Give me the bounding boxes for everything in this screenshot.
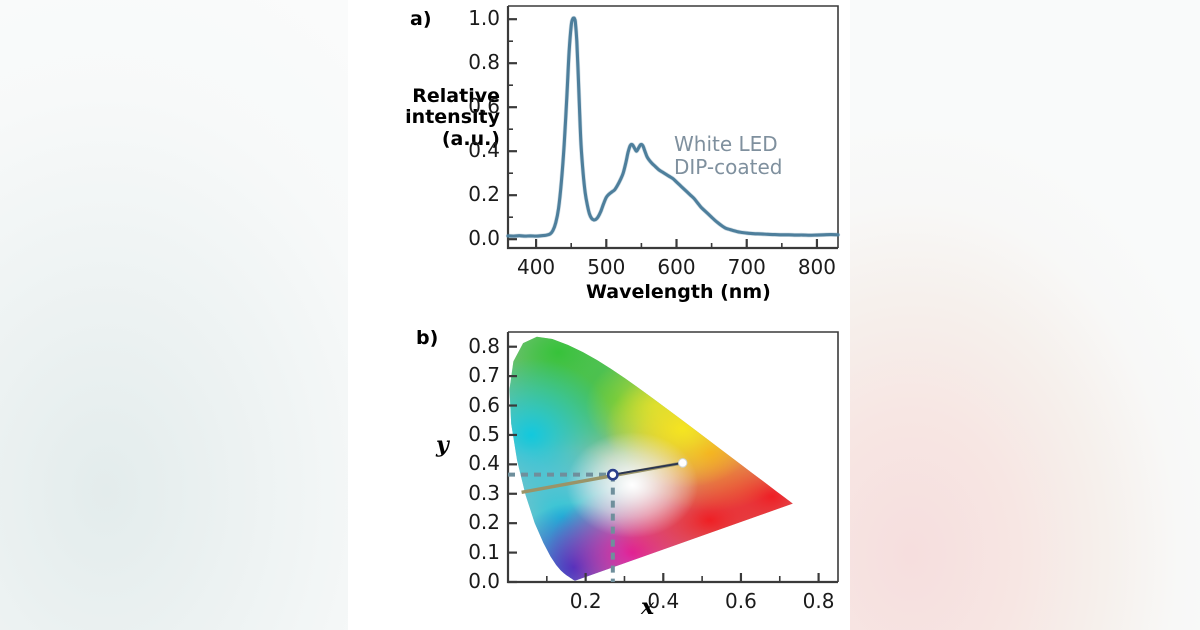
background-gradient-right [848,0,1200,630]
panel-b-y-axis-title: y [436,432,449,458]
panel-a-y-tick-label: 0.0 [468,226,500,251]
panel-b-y-tick-label: 0.2 [468,510,500,535]
panel-b-y-tick-label: 0.6 [468,392,500,417]
panel-a-x-axis-title: Wavelength (nm) [586,281,771,303]
spectrum-annotation-line: DIP-coated [674,155,783,180]
panel-a-y-tick-label: 0.2 [468,182,500,207]
panel-a-frame-top-right [508,5,839,248]
panel-a-y-tick-label: 0.8 [468,50,500,75]
background-gradient-left [0,0,352,630]
panel-b-frame-top-right [508,331,839,582]
panel-b-y-tick-label: 0.4 [468,451,500,476]
panel-a-y-axis-title-line: intensity [405,106,500,129]
panel-b-label: b) [416,327,439,349]
panel-a-y-axis-title-line: Relative [412,85,500,107]
spectrum-annotation: White LED DIP-coated [674,132,783,180]
spectrum-curve [506,16,840,238]
connector-line [612,461,683,476]
spectrum-annotation-line: White LED [674,132,778,156]
figure-card: a) Relative intensity (a.u.) Wavelength (n… [348,0,850,630]
panel-b-x-tick-label: 0.2 [569,589,602,613]
panel-a-x-tick-label: 600 [657,255,696,279]
panel-b-y-tick-label: 0.1 [468,539,500,564]
panel-a-x-tick-label: 500 [587,255,626,279]
chromaticity-point-marker [606,468,619,481]
gamut-white-point [566,432,699,538]
panel-b-x-tick-label: 0.8 [802,589,835,613]
panel-b-x-axis-title: x [641,594,655,620]
panel-b-y-tick-label: 0.8 [468,333,500,358]
panel-b-y-tick-label: 0.0 [468,569,500,593]
panel-a-y-tick-label: 0.6 [468,94,500,119]
panel-a-y-tick-label: 1.0 [468,6,500,31]
panel-b-plot [506,331,839,584]
panel-a-x-tick-label: 700 [727,255,766,279]
panel-a-y-tick-label: 0.4 [468,138,500,163]
panel-a-plot [505,5,841,250]
panel-b-y-tick-label: 0.3 [468,480,500,505]
panel-a-x-tick-label: 800 [797,255,837,279]
panel-b-x-tick-label: 0.4 [647,589,680,613]
panel-a-axis-lines [506,6,838,250]
panel-b-y-tick-label: 0.5 [468,421,500,446]
spectrum-curve-halo [505,15,841,239]
panel-b-y-tick-label: 0.7 [468,363,500,388]
panel-a-label: a) [410,8,432,30]
chromaticity-endpoint-marker [678,458,688,468]
panel-a-y-axis-title: Relative intensity (a.u.) [348,85,500,150]
panel-a-y-axis-title-line: (a.u.) [441,127,500,150]
panel-a-x-tick-label: 400 [516,255,556,279]
panel-b-x-tick-label: 0.6 [725,589,757,613]
